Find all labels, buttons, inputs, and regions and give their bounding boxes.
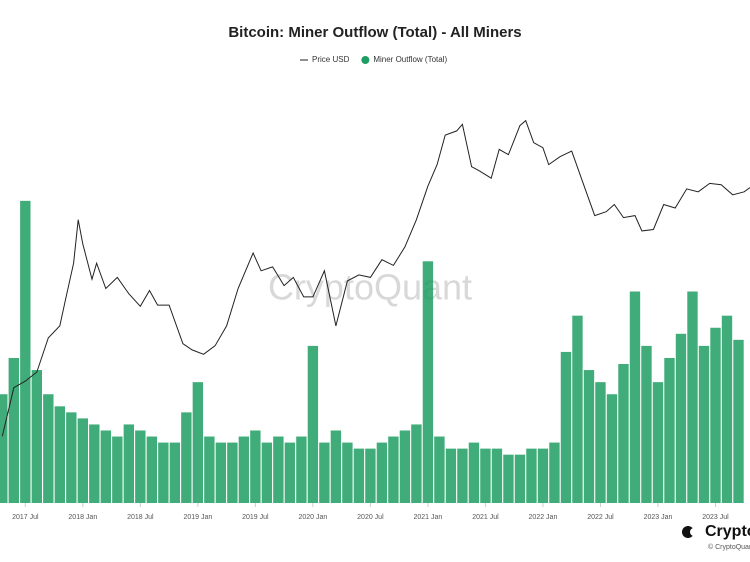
outflow-bar	[238, 436, 250, 503]
x-tick-label: 2021 Jan	[414, 514, 443, 521]
x-tick-label: 2021 Jul	[472, 514, 499, 521]
copyright: © CryptoQuant	[708, 543, 750, 551]
outflow-bar	[664, 357, 675, 503]
x-tick-label: 2018 Jul	[127, 514, 154, 521]
outflow-bar	[43, 394, 54, 503]
outflow-bar	[227, 442, 238, 503]
outflow-bar	[77, 418, 89, 503]
outflow-bar	[146, 436, 158, 503]
brand-logo	[682, 526, 698, 538]
outflow-bar	[549, 442, 560, 503]
chart-title: Bitcoin: Miner Outflow (Total) - All Min…	[228, 24, 521, 41]
outflow-bar	[457, 448, 468, 503]
outflow-bar	[721, 315, 733, 503]
outflow-bar	[365, 448, 376, 503]
outflow-bar	[629, 291, 641, 503]
legend-label: Miner Outflow (Total)	[373, 55, 447, 64]
outflow-bar	[20, 200, 31, 503]
outflow-bar	[89, 424, 100, 503]
outflow-bar	[641, 345, 652, 503]
outflow-bar	[0, 394, 8, 503]
outflow-bar	[158, 442, 169, 503]
outflow-bar	[698, 345, 710, 503]
x-tick-label: 2023 Jan	[644, 514, 673, 521]
x-tick-label: 2020 Jan	[298, 514, 327, 521]
brand-name: CryptoQuant	[705, 523, 750, 540]
outflow-bar	[330, 430, 342, 503]
outflow-bar	[123, 424, 135, 503]
outflow-bar	[445, 448, 457, 503]
outflow-bar	[307, 345, 319, 503]
outflow-bar	[192, 382, 204, 503]
x-tick-label: 2020 Jul	[357, 514, 384, 521]
outflow-bar	[273, 436, 284, 503]
outflow-bar	[572, 315, 583, 503]
x-tick-label: 2022 Jul	[587, 514, 614, 521]
x-tick-label: 2022 Jan	[529, 514, 558, 521]
outflow-bar	[388, 436, 399, 503]
outflow-bar	[687, 291, 698, 503]
outflow-bar	[296, 436, 307, 503]
outflow-bar	[181, 412, 192, 503]
legend-label: Price USD	[312, 55, 350, 64]
outflow-bar	[514, 454, 526, 503]
outflow-bar	[560, 351, 572, 503]
outflow-bar	[422, 261, 434, 503]
outflow-bar	[353, 448, 365, 503]
outflow-bar	[112, 436, 123, 503]
outflow-bar	[468, 442, 480, 503]
outflow-bar	[284, 442, 296, 503]
x-tick-label: 2019 Jul	[242, 514, 269, 521]
outflow-bar	[169, 442, 181, 503]
outflow-bar	[54, 406, 66, 503]
outflow-bar	[215, 442, 227, 503]
outflow-bar	[434, 436, 445, 503]
outflow-bar	[204, 436, 215, 503]
outflow-bar	[319, 442, 330, 503]
outflow-bar	[526, 448, 537, 503]
x-tick-label: 2018 Jan	[68, 514, 97, 521]
outflow-bar	[342, 442, 353, 503]
outflow-bar	[537, 448, 549, 503]
outflow-bar	[595, 382, 606, 503]
outflow-bar	[618, 364, 629, 503]
outflow-bar	[250, 430, 261, 503]
legend-swatch	[361, 56, 370, 64]
outflow-bar	[652, 382, 664, 503]
outflow-bar	[733, 339, 744, 503]
price-line	[1, 119, 750, 437]
x-tick-label: 2023 Jul	[702, 514, 729, 521]
outflow-bar	[675, 333, 687, 503]
x-tick-label: 2017 Jul	[12, 514, 39, 521]
outflow-bar	[261, 442, 273, 503]
outflow-bar	[376, 442, 388, 503]
outflow-bar	[710, 327, 721, 503]
outflow-bar	[8, 357, 19, 503]
outflow-bar	[411, 424, 422, 503]
outflow-bar	[583, 370, 595, 503]
watermark: CryptoQuant	[268, 267, 472, 308]
outflow-bar	[491, 448, 503, 503]
outflow-bar	[100, 430, 112, 503]
outflow-bar	[135, 430, 146, 503]
outflow-bar	[606, 394, 618, 503]
outflow-bar	[399, 430, 411, 503]
outflow-bar	[31, 370, 43, 503]
outflow-bar	[503, 454, 514, 503]
outflow-bar	[480, 448, 491, 503]
x-tick-label: 2019 Jan	[183, 514, 212, 521]
outflow-bar	[66, 412, 77, 503]
